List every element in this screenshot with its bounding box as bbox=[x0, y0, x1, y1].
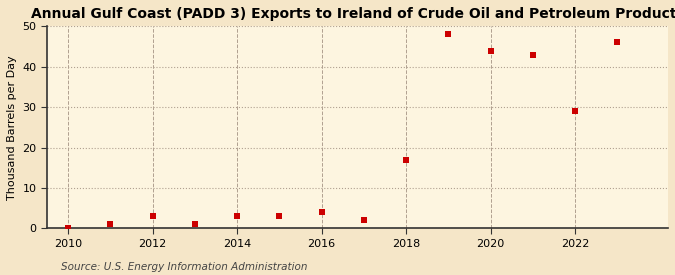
Point bbox=[527, 52, 538, 57]
Point bbox=[358, 218, 369, 222]
Point bbox=[190, 222, 200, 227]
Point bbox=[317, 210, 327, 214]
Title: Annual Gulf Coast (PADD 3) Exports to Ireland of Crude Oil and Petroleum Product: Annual Gulf Coast (PADD 3) Exports to Ir… bbox=[30, 7, 675, 21]
Point bbox=[232, 214, 242, 218]
Point bbox=[612, 40, 623, 45]
Point bbox=[274, 214, 285, 218]
Y-axis label: Thousand Barrels per Day: Thousand Barrels per Day bbox=[7, 55, 17, 200]
Point bbox=[485, 48, 496, 53]
Point bbox=[443, 32, 454, 37]
Point bbox=[401, 158, 412, 162]
Point bbox=[570, 109, 580, 113]
Text: Source: U.S. Energy Information Administration: Source: U.S. Energy Information Administ… bbox=[61, 262, 307, 272]
Point bbox=[147, 214, 158, 218]
Point bbox=[63, 226, 74, 230]
Point bbox=[105, 222, 116, 227]
